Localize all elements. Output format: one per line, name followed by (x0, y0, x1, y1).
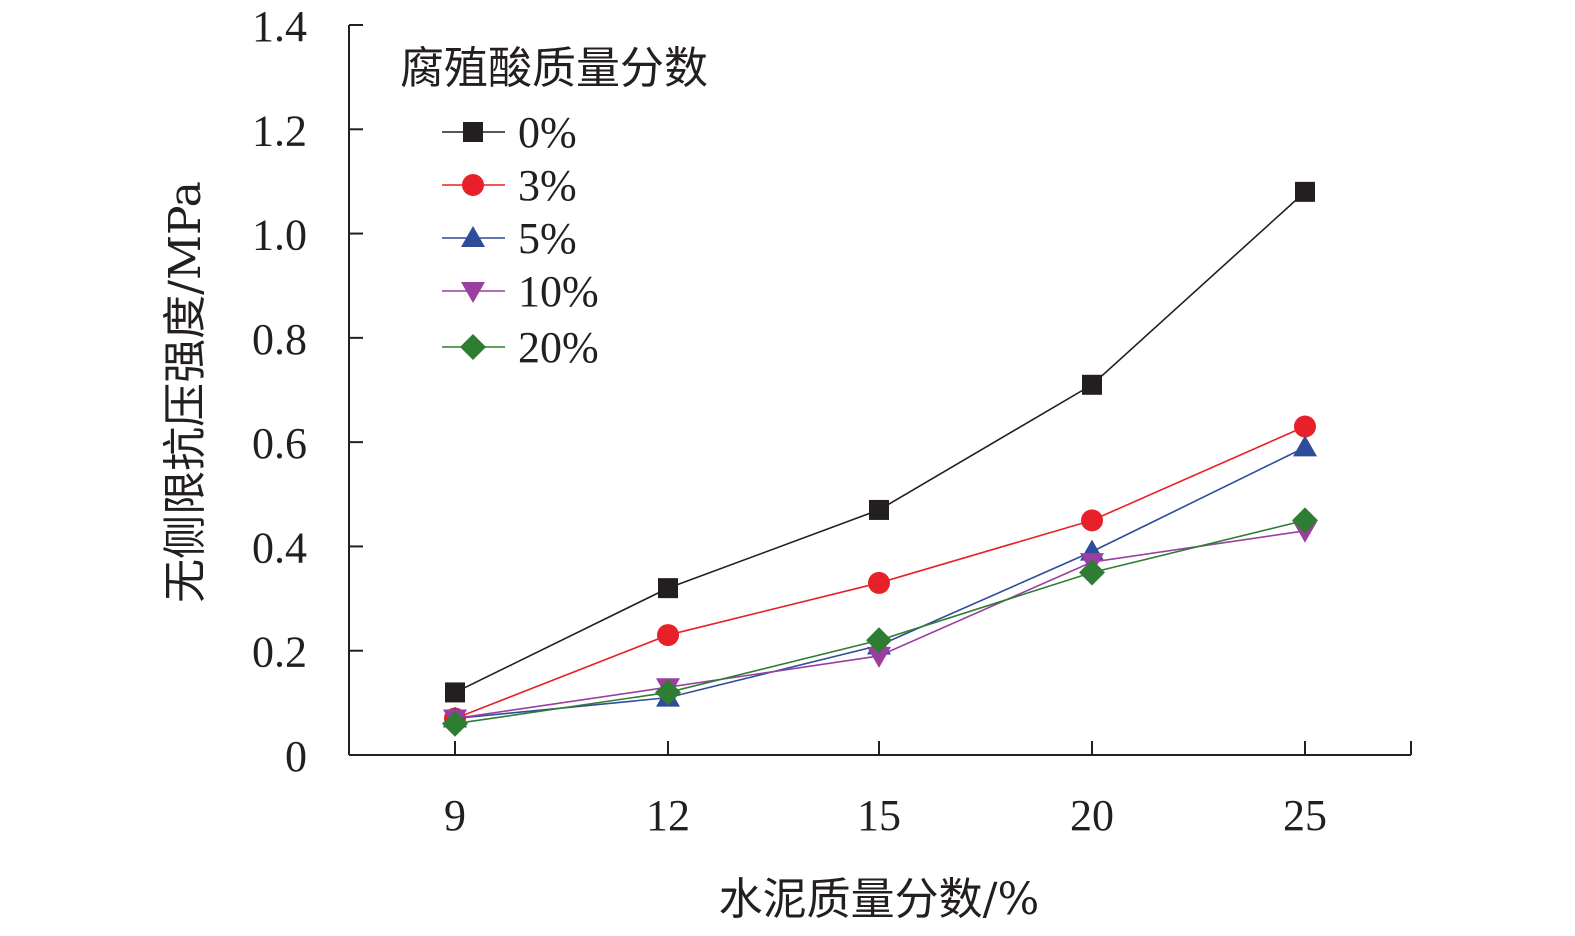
data-point (657, 624, 679, 647)
y-tick-label: 0.4 (252, 523, 307, 572)
legend-marker (461, 226, 485, 247)
data-point (868, 571, 890, 594)
data-point (442, 710, 468, 737)
x-tick-label: 25 (1283, 791, 1327, 840)
legend-label: 10% (518, 267, 599, 316)
data-point (655, 679, 681, 706)
legend-marker (463, 122, 483, 142)
y-tick-label: 0.2 (252, 628, 307, 677)
data-point (869, 499, 889, 520)
x-tick-label: 12 (646, 791, 690, 840)
y-tick-label: 0.8 (252, 315, 307, 364)
data-point (658, 578, 678, 599)
legend-item: 5% (442, 214, 577, 263)
y-tick-label: 1.0 (252, 211, 307, 260)
data-point (1292, 507, 1318, 534)
y-tick-label: 0.6 (252, 419, 307, 468)
data-point (1294, 415, 1316, 438)
x-tick-label: 20 (1070, 791, 1114, 840)
legend-item: 20% (442, 323, 599, 372)
data-point (1082, 374, 1102, 395)
data-point (867, 646, 891, 668)
series-0 (445, 181, 1315, 703)
series-3 (443, 521, 1317, 731)
y-tick-label: 1.4 (252, 2, 307, 51)
y-axis-title: 无侧限抗压强度/MPa (160, 181, 211, 603)
x-tick-label: 15 (857, 791, 901, 840)
legend: 腐殖酸质量分数 0%3%5%10% 20% (400, 43, 708, 372)
data-point (1081, 509, 1103, 532)
series-lines (442, 181, 1318, 737)
series-1 (444, 415, 1316, 730)
y-tick-label: 1.2 (252, 106, 307, 155)
legend-title: 腐殖酸质量分数 (400, 43, 708, 94)
x-tick-label: 9 (444, 791, 466, 840)
legend-label: 0% (518, 108, 577, 157)
legend-marker (462, 174, 484, 196)
legend-marker (461, 282, 485, 303)
legend-item: 3% (442, 161, 577, 210)
x-axis-title: 水泥质量分数/% (719, 874, 1040, 925)
data-point (1079, 559, 1105, 586)
series-line (454, 519, 1306, 725)
data-point (866, 627, 892, 654)
legend-item: 0% (442, 108, 577, 157)
legend-label: 3% (518, 161, 577, 210)
legend-label: 20% (518, 323, 599, 372)
legend-label: 5% (518, 214, 577, 263)
data-point (445, 682, 465, 703)
legend-item: 10% (442, 267, 599, 316)
axes: 0 0.2 0.4 0.6 0.8 1.0 1.2 1.4 9 12 15 20 25 (252, 2, 1412, 840)
data-point (1293, 435, 1317, 457)
legend-marker (460, 334, 486, 360)
series-line (454, 529, 1306, 720)
series-4 (442, 507, 1318, 737)
data-point (1295, 181, 1315, 202)
y-tick-label: 0 (285, 732, 307, 781)
